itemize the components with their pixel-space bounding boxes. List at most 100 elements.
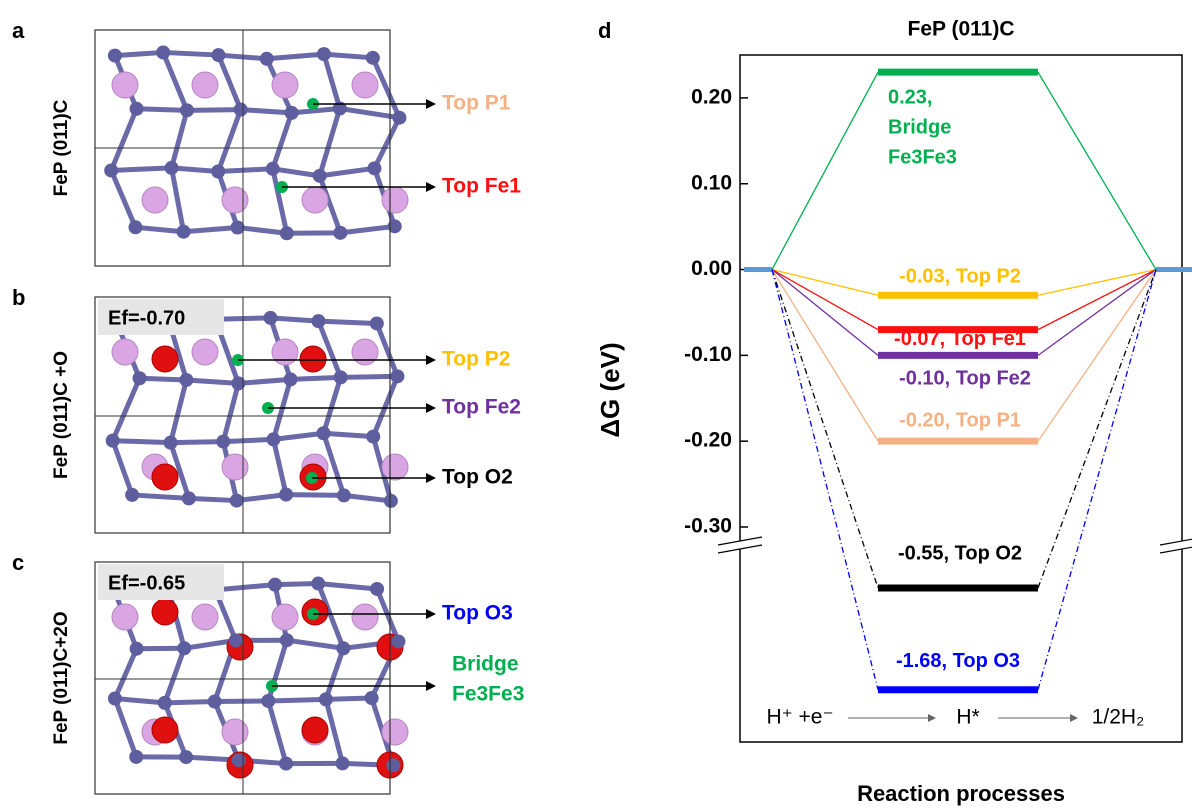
fe-atom: [333, 226, 347, 240]
formation-energy: Ef=-0.65: [108, 572, 185, 594]
fe-atom: [216, 435, 230, 449]
bond: [172, 168, 219, 172]
fe-atom: [231, 221, 245, 235]
axis-break: [1160, 537, 1192, 545]
arrow-head: [426, 355, 436, 365]
bond: [111, 168, 171, 171]
bond: [377, 589, 398, 641]
axis-break: [1160, 545, 1192, 553]
fe-atom: [208, 695, 222, 709]
bond: [140, 378, 187, 380]
fe-atom: [128, 220, 142, 234]
level-label: 0.23,: [888, 86, 932, 108]
p-atom: [382, 719, 408, 745]
bond: [115, 649, 137, 699]
bond: [320, 168, 375, 176]
site-label: Top P2: [442, 348, 510, 371]
bond: [273, 439, 286, 494]
chart-title: FeP (011)C: [908, 18, 1015, 41]
bond: [273, 169, 320, 176]
arrow-head: [426, 403, 436, 413]
bond: [171, 442, 224, 443]
o-atom: [300, 346, 326, 372]
fe-atom: [280, 633, 294, 647]
bond: [324, 54, 373, 58]
site-label: Top P1: [442, 92, 511, 115]
bond: [273, 169, 287, 233]
bond: [184, 228, 238, 232]
site-label: Top O3: [442, 602, 513, 625]
p-atom: [222, 454, 248, 480]
level-label: -0.03, Top P2: [899, 266, 1021, 288]
p-atom: [382, 187, 408, 213]
fe-atom: [177, 225, 191, 239]
fe-atom: [125, 488, 139, 502]
y-axis-label: ΔG (eV): [595, 342, 625, 437]
fe-atom: [264, 311, 278, 325]
bond: [320, 109, 340, 176]
bond: [223, 439, 273, 441]
bond: [172, 168, 184, 232]
bond: [287, 640, 344, 648]
bond: [324, 377, 341, 433]
bond: [268, 699, 326, 701]
o-atom: [152, 717, 178, 743]
bond: [172, 110, 187, 168]
bond: [215, 701, 269, 702]
panel-letter: b: [12, 285, 25, 310]
y-tick-label: 0.00: [691, 257, 732, 280]
fe-atom: [232, 753, 246, 767]
fe-atom: [268, 578, 282, 592]
p-atom: [192, 72, 218, 98]
panel-letter: a: [12, 18, 25, 43]
level-label: Bridge: [888, 116, 951, 138]
bond: [115, 699, 165, 703]
bond: [273, 379, 290, 439]
connector: [1038, 270, 1156, 442]
bond: [218, 110, 241, 172]
bond: [271, 318, 319, 321]
panel-label: FeP (011)C+2O: [51, 611, 72, 744]
bond: [344, 495, 391, 500]
fe-atom: [108, 49, 122, 63]
fe-atom: [337, 488, 351, 502]
fe-atom: [319, 692, 333, 706]
bond: [223, 383, 238, 441]
level-label: Fe3Fe3: [888, 146, 957, 168]
bond: [111, 109, 136, 171]
site-label: Bridge: [452, 653, 519, 676]
reaction-step: H*: [956, 706, 979, 729]
connector: [772, 270, 878, 442]
p-atom: [272, 339, 298, 365]
level-label: -0.55, Top O2: [898, 542, 1022, 564]
fe-atom: [182, 491, 196, 505]
structure-panel: [95, 30, 408, 266]
connector: [772, 270, 878, 690]
fe-atom: [179, 750, 193, 764]
fe-atom: [130, 102, 144, 116]
connector: [772, 72, 878, 269]
p-atom: [222, 719, 248, 745]
reaction-step: 1/2H₂: [1092, 706, 1145, 729]
bond: [324, 433, 374, 436]
bond: [218, 55, 240, 110]
panel-letter: d: [598, 18, 611, 43]
arrow-head: [426, 609, 436, 619]
fe-atom: [391, 634, 405, 648]
p-atom: [222, 187, 248, 213]
bond: [165, 702, 215, 703]
fe-atom: [317, 426, 331, 440]
bond: [377, 323, 398, 376]
axis-frame: [740, 55, 1182, 742]
p-atom: [352, 339, 378, 365]
panel-label: FeP (011)C: [51, 99, 72, 196]
arrow-head: [1070, 714, 1078, 722]
connector: [1038, 270, 1156, 690]
bond: [186, 380, 238, 383]
fe-atom: [311, 314, 325, 328]
bond: [324, 54, 340, 108]
bond: [268, 701, 286, 764]
fe-atom: [280, 226, 294, 240]
p-atom: [352, 72, 378, 98]
fe-atom: [133, 371, 147, 385]
